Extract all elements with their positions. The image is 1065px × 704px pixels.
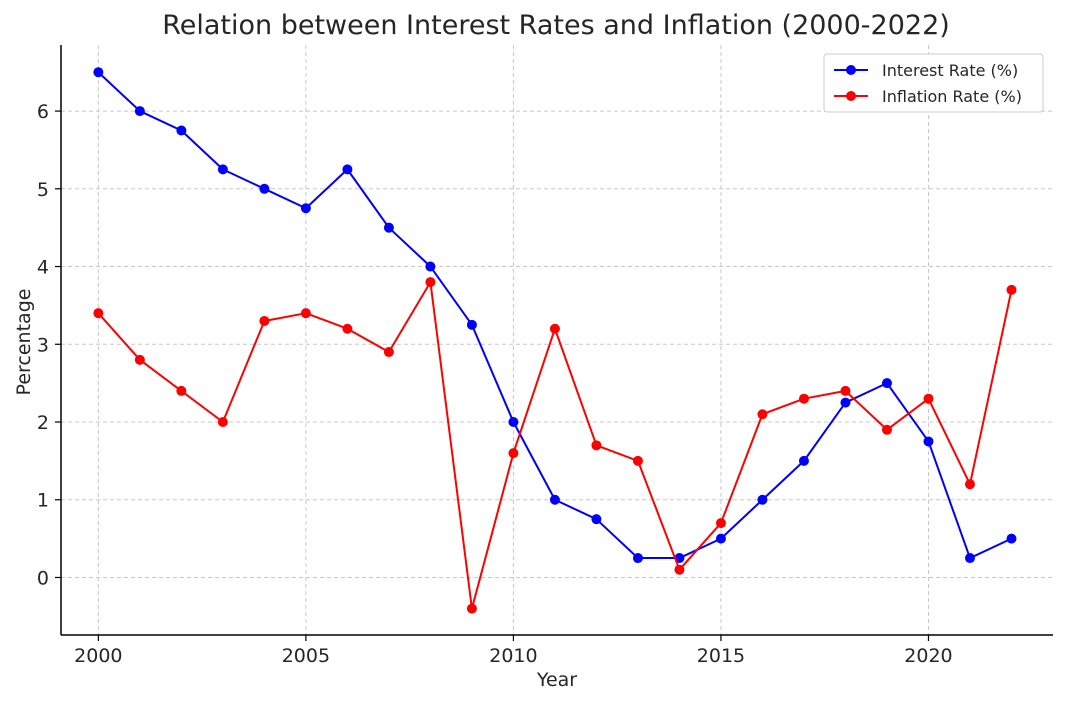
data-point xyxy=(798,393,809,404)
data-point xyxy=(881,424,892,435)
data-point xyxy=(757,409,768,420)
data-point xyxy=(964,479,975,490)
data-point xyxy=(466,319,477,330)
data-point xyxy=(134,106,145,117)
legend-box xyxy=(823,53,1044,113)
grid xyxy=(61,45,1053,635)
data-point xyxy=(923,436,934,447)
axes xyxy=(60,45,1053,636)
data-point xyxy=(342,164,353,175)
y-tick-label: 4 xyxy=(37,257,49,279)
data-point xyxy=(964,553,975,564)
data-point xyxy=(425,261,436,272)
y-tick-label: 3 xyxy=(37,334,49,356)
legend-marker-interest xyxy=(846,65,856,75)
data-point xyxy=(591,514,602,525)
y-tick-label: 6 xyxy=(37,101,49,123)
legend-marker-inflation xyxy=(846,91,856,101)
data-point xyxy=(840,385,851,396)
chart-title: Relation between Interest Rates and Infl… xyxy=(162,10,950,41)
data-point xyxy=(757,494,768,505)
x-tick-label: 2010 xyxy=(489,645,537,667)
legend-label-interest: Interest Rate (%) xyxy=(882,61,1018,80)
data-point xyxy=(508,448,519,459)
data-point xyxy=(840,397,851,408)
data-point xyxy=(134,354,145,365)
data-point xyxy=(176,385,187,396)
x-tick-label: 2005 xyxy=(282,645,330,667)
data-point xyxy=(342,323,353,334)
data-point xyxy=(632,455,643,466)
data-point xyxy=(1006,284,1017,295)
data-point xyxy=(466,603,477,614)
data-point xyxy=(217,164,228,175)
data-point xyxy=(300,203,311,214)
series-layer xyxy=(93,67,1017,614)
data-point xyxy=(259,183,270,194)
y-tick-label: 1 xyxy=(37,490,49,512)
data-point xyxy=(259,315,270,326)
data-point xyxy=(300,308,311,319)
data-point xyxy=(383,347,394,358)
data-point xyxy=(923,393,934,404)
y-tick-label: 5 xyxy=(37,179,49,201)
x-tick-label: 2015 xyxy=(697,645,745,667)
data-point xyxy=(549,494,560,505)
data-point xyxy=(425,277,436,288)
x-tick-label: 2000 xyxy=(74,645,122,667)
series-line xyxy=(97,71,1012,560)
data-point xyxy=(674,564,685,575)
ticks: 2000 2005 2010 2015 2020 0 1 2 3 4 5 6 xyxy=(37,101,953,667)
data-point xyxy=(715,533,726,544)
legend-label-inflation: Inflation Rate (%) xyxy=(882,87,1022,106)
x-axis-label: Year xyxy=(536,669,577,691)
y-tick-label: 2 xyxy=(37,412,49,434)
data-point xyxy=(1006,533,1017,544)
data-point xyxy=(591,440,602,451)
data-point xyxy=(217,417,228,428)
data-point xyxy=(549,323,560,334)
data-point xyxy=(383,222,394,233)
data-point xyxy=(881,378,892,389)
data-point xyxy=(508,417,519,428)
data-point xyxy=(632,553,643,564)
data-point xyxy=(176,125,187,136)
legend: Interest Rate (%) Inflation Rate (%) xyxy=(823,53,1044,113)
series-0 xyxy=(93,67,1017,564)
data-point xyxy=(93,67,104,78)
y-tick-label: 0 xyxy=(37,567,49,589)
y-axis-label: Percentage xyxy=(13,289,35,396)
data-point xyxy=(93,308,104,319)
series-1 xyxy=(93,277,1017,614)
x-tick-label: 2020 xyxy=(904,645,952,667)
data-point xyxy=(798,455,809,466)
data-point xyxy=(715,518,726,529)
